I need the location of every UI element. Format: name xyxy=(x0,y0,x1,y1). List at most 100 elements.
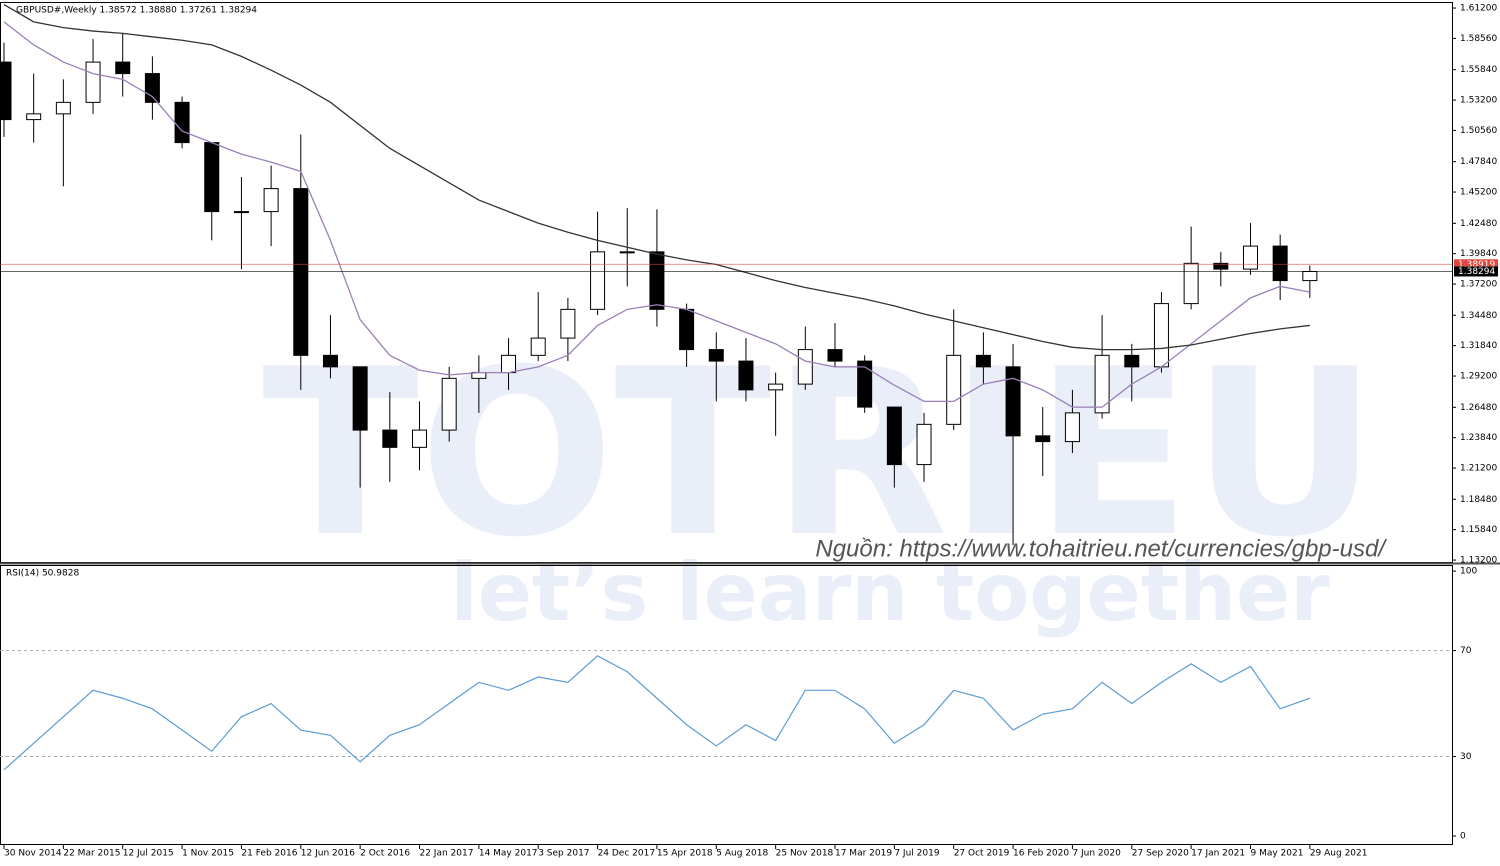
candle-body xyxy=(352,366,368,431)
y-tick-label: 1.18480 xyxy=(1460,495,1497,505)
x-tick-label: 27 Oct 2019 xyxy=(954,849,1010,859)
y-tick-label: 1.26480 xyxy=(1460,403,1497,413)
candle-body xyxy=(26,113,42,121)
candle-body xyxy=(382,429,398,448)
x-tick-label: 21 Feb 2016 xyxy=(241,849,297,859)
x-tick-label: 22 Jan 2017 xyxy=(419,849,473,859)
candle-body xyxy=(1213,262,1229,270)
y-tick-label: 1.13200 xyxy=(1460,556,1497,566)
watermark-sub: let’s learn together xyxy=(450,546,1330,639)
rsi-line xyxy=(3,655,1311,771)
candle-body xyxy=(560,308,576,339)
candle-body xyxy=(0,61,12,121)
rsi-panel xyxy=(0,565,1453,845)
y-tick-label: 1.61200 xyxy=(1460,4,1497,14)
candle-body xyxy=(857,360,873,408)
candle-body xyxy=(768,383,784,391)
candle-body xyxy=(115,61,131,75)
watermark: TOTRIEU xyxy=(262,321,1378,588)
candle-body xyxy=(1183,262,1199,305)
price-tag xyxy=(1454,259,1498,270)
y-tick-label: 100 xyxy=(1460,567,1477,577)
y-tick-label: 0 xyxy=(1460,831,1466,841)
x-tick-label: 15 Apr 2018 xyxy=(657,849,713,859)
price-tag xyxy=(1454,266,1498,277)
y-tick-label: 1.45200 xyxy=(1460,188,1497,198)
y-tick-label: 70 xyxy=(1460,646,1472,656)
x-tick-label: 22 Mar 2015 xyxy=(63,849,120,859)
candle-body xyxy=(590,251,606,310)
y-tick-label: 1.47840 xyxy=(1460,157,1497,167)
x-tick-label: 17 Mar 2019 xyxy=(835,849,892,859)
y-tick-label: 1.23840 xyxy=(1460,433,1497,443)
y-tick-label: 1.53200 xyxy=(1460,96,1497,106)
price-tag-label: 1.38294 xyxy=(1458,267,1495,277)
y-tick-label: 30 xyxy=(1460,752,1472,762)
candle-body xyxy=(1242,245,1258,270)
chart-title: GBPUSD#,Weekly 1.38572 1.38880 1.37261 1… xyxy=(16,6,257,16)
y-tick-label: 1.58560 xyxy=(1460,34,1497,44)
y-tick-label: 1.29200 xyxy=(1460,372,1497,382)
price-tag-label: 1.38919 xyxy=(1458,260,1495,270)
y-tick-label: 1.15840 xyxy=(1460,525,1497,535)
rsi-title: RSI(14) 50.9828 xyxy=(6,569,79,579)
candle-body xyxy=(946,354,962,425)
candle-body xyxy=(441,377,457,431)
x-tick-label: 1 Nov 2015 xyxy=(182,849,234,859)
x-tick-label: 7 Jun 2020 xyxy=(1072,849,1121,859)
candle-body xyxy=(975,354,991,368)
x-tick-label: 7 Jul 2019 xyxy=(894,849,939,859)
candle-body xyxy=(1094,354,1110,414)
x-tick-label: 27 Sep 2020 xyxy=(1132,849,1189,859)
candle-body xyxy=(827,349,843,362)
candle-body xyxy=(530,337,546,356)
x-tick-label: 30 Nov 2014 xyxy=(4,849,62,859)
y-tick-label: 1.39840 xyxy=(1460,249,1497,259)
candle-body xyxy=(55,101,71,115)
candle-body xyxy=(144,73,160,103)
x-tick-label: 3 Sep 2017 xyxy=(538,849,589,859)
candle-body xyxy=(649,251,665,310)
candle-body xyxy=(1124,354,1140,368)
candle-body xyxy=(886,406,902,466)
candle-body xyxy=(797,349,813,385)
moving-average xyxy=(3,4,1310,351)
x-tick-label: 14 May 2017 xyxy=(479,849,538,859)
x-tick-label: 12 Jul 2015 xyxy=(123,849,174,859)
candle-body xyxy=(204,142,220,213)
y-tick-label: 1.55840 xyxy=(1460,65,1497,75)
candle-body xyxy=(1064,412,1080,443)
moving-average xyxy=(3,21,1310,408)
candle-body xyxy=(293,188,309,356)
y-tick-label: 1.21200 xyxy=(1460,464,1497,474)
candle-body xyxy=(679,308,695,351)
candle-body xyxy=(1302,270,1318,282)
candle-body xyxy=(233,211,249,214)
x-tick-label: 17 Jan 2021 xyxy=(1191,849,1245,859)
candle-body xyxy=(263,188,279,213)
candle-body xyxy=(1153,303,1169,368)
x-tick-label: 25 Nov 2018 xyxy=(776,849,834,859)
candle-body xyxy=(85,61,101,103)
x-tick-label: 29 Aug 2021 xyxy=(1310,849,1368,859)
candle-body xyxy=(411,429,427,448)
y-tick-label: 1.34480 xyxy=(1460,311,1497,321)
y-tick-label: 1.50560 xyxy=(1460,126,1497,136)
x-tick-label: 2 Oct 2016 xyxy=(360,849,410,859)
x-tick-label: 5 Aug 2018 xyxy=(716,849,768,859)
candle-body xyxy=(916,423,932,466)
x-tick-label: 16 Feb 2020 xyxy=(1013,849,1069,859)
candle-body xyxy=(738,360,754,391)
x-tick-label: 12 Jun 2016 xyxy=(301,849,355,859)
y-tick-label: 1.31840 xyxy=(1460,341,1497,351)
y-tick-label: 1.37200 xyxy=(1460,280,1497,290)
candle-body xyxy=(1035,435,1051,443)
candle-body xyxy=(174,101,190,144)
candle-body xyxy=(501,354,517,374)
x-tick-label: 9 May 2021 xyxy=(1250,849,1303,859)
x-tick-label: 24 Dec 2017 xyxy=(598,849,656,859)
y-tick-label: 1.42480 xyxy=(1460,219,1497,229)
